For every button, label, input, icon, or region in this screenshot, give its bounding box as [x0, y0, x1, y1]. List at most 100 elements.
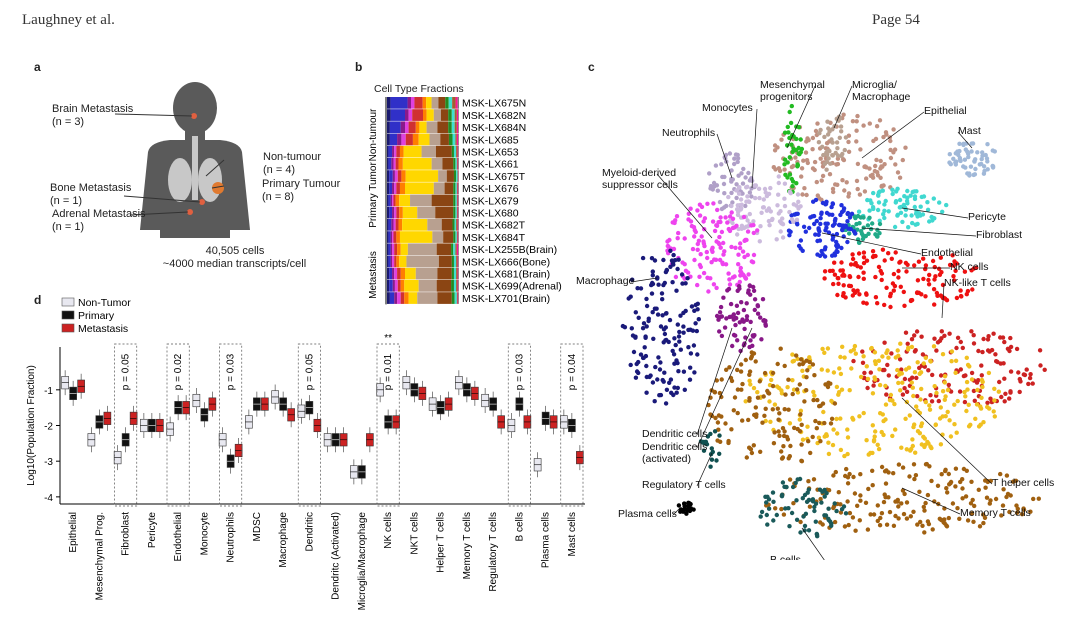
cluster-point: [867, 121, 872, 126]
bar-segment: [453, 243, 456, 256]
bar-segment: [437, 292, 452, 304]
cluster-point: [779, 449, 784, 454]
cluster-point: [886, 251, 891, 256]
cluster-point: [898, 284, 903, 289]
cluster-point: [764, 193, 770, 199]
cluster-point: [685, 270, 691, 275]
cluster-point: [921, 276, 926, 282]
cluster-point: [832, 260, 837, 265]
cluster-point: [900, 380, 905, 385]
cluster-point: [636, 370, 641, 376]
cluster-point: [695, 282, 700, 288]
cluster-point: [882, 258, 887, 263]
cluster-point: [738, 241, 743, 246]
cluster-point: [712, 390, 718, 395]
bar-segment: [455, 182, 457, 195]
cluster-point: [839, 245, 844, 251]
bar-segment: [458, 158, 459, 170]
cluster-point: [832, 401, 838, 406]
bar-segment: [414, 97, 423, 109]
cluster-point: [788, 120, 794, 126]
bar-segment: [388, 255, 391, 268]
cluster-point: [757, 195, 762, 201]
cluster-point: [766, 497, 772, 502]
cluster-point: [749, 350, 754, 355]
cluster-point: [850, 256, 856, 262]
bar-segment: [456, 194, 458, 207]
cluster-point: [620, 323, 626, 329]
bar-segment: [387, 182, 390, 195]
bar-segment: [419, 121, 427, 134]
cluster-point: [776, 180, 781, 186]
cluster-point: [986, 370, 992, 376]
cluster-point: [717, 451, 722, 456]
cluster-label: Mast: [958, 125, 981, 137]
x-tick-label: Regulatory T cells: [488, 512, 499, 592]
cluster-point: [985, 348, 991, 353]
cluster-point: [701, 239, 706, 244]
cluster-point: [727, 277, 732, 282]
cluster-point: [824, 159, 830, 165]
cluster-point: [810, 135, 816, 141]
bar-segment: [392, 194, 394, 207]
cluster-point: [670, 348, 675, 354]
cluster-label: Pericyte: [968, 211, 1006, 223]
cluster-point: [859, 231, 865, 236]
cluster-point: [793, 155, 798, 160]
cluster-point: [751, 334, 756, 339]
cluster-point: [785, 175, 790, 180]
cluster-point: [866, 486, 871, 492]
cluster-point: [917, 371, 922, 376]
leader-line: [941, 283, 945, 319]
cluster-point: [952, 402, 957, 407]
cluster-point: [679, 272, 685, 277]
cluster-point: [888, 304, 893, 310]
cluster-label: progenitors: [760, 91, 813, 103]
cluster-point: [674, 390, 679, 395]
cluster-point: [852, 343, 858, 349]
cluster-point: [1021, 372, 1026, 377]
cluster-point: [681, 369, 687, 374]
cluster-point: [670, 260, 675, 265]
cluster-point: [953, 358, 959, 363]
cluster-point: [722, 249, 727, 254]
cluster-point: [806, 439, 811, 444]
cluster-point: [688, 365, 693, 370]
cluster-point: [681, 324, 686, 329]
cluster-point: [831, 281, 836, 287]
cluster-point: [947, 160, 952, 165]
cluster-point: [662, 331, 668, 337]
cluster-point: [840, 178, 845, 183]
bar-segment: [415, 121, 420, 134]
bar-segment: [452, 133, 456, 146]
cluster-point: [912, 194, 918, 199]
cluster-point: [880, 354, 885, 359]
cluster-point: [763, 322, 768, 327]
cluster-point: [812, 221, 817, 227]
cluster-point: [744, 455, 749, 460]
cluster-point: [791, 202, 796, 207]
cluster-point: [815, 252, 820, 257]
cluster-point: [870, 172, 875, 177]
cluster-point: [912, 349, 918, 354]
cluster-point: [1008, 369, 1014, 374]
cluster-point: [663, 338, 668, 343]
bar-segment: [387, 158, 389, 170]
cluster-point: [692, 234, 697, 239]
cluster-point: [745, 252, 750, 258]
bar-segment: [427, 219, 442, 231]
bar-segment: [408, 109, 413, 121]
cluster-point: [717, 199, 723, 205]
cluster-point: [785, 437, 791, 442]
cluster-point: [895, 499, 900, 504]
tsne-plot: MesenchymalprogenitorsMicroglia/Macropha…: [576, 79, 1054, 560]
cluster-point: [1002, 399, 1007, 404]
cluster-point: [919, 334, 924, 339]
cluster-point: [688, 351, 694, 356]
cluster-point: [865, 527, 871, 532]
x-tick-label: Endothelial: [173, 512, 184, 561]
cluster-point: [670, 220, 675, 225]
cluster-point: [786, 377, 791, 382]
cluster-point: [905, 188, 910, 194]
bar-segment: [455, 97, 458, 109]
